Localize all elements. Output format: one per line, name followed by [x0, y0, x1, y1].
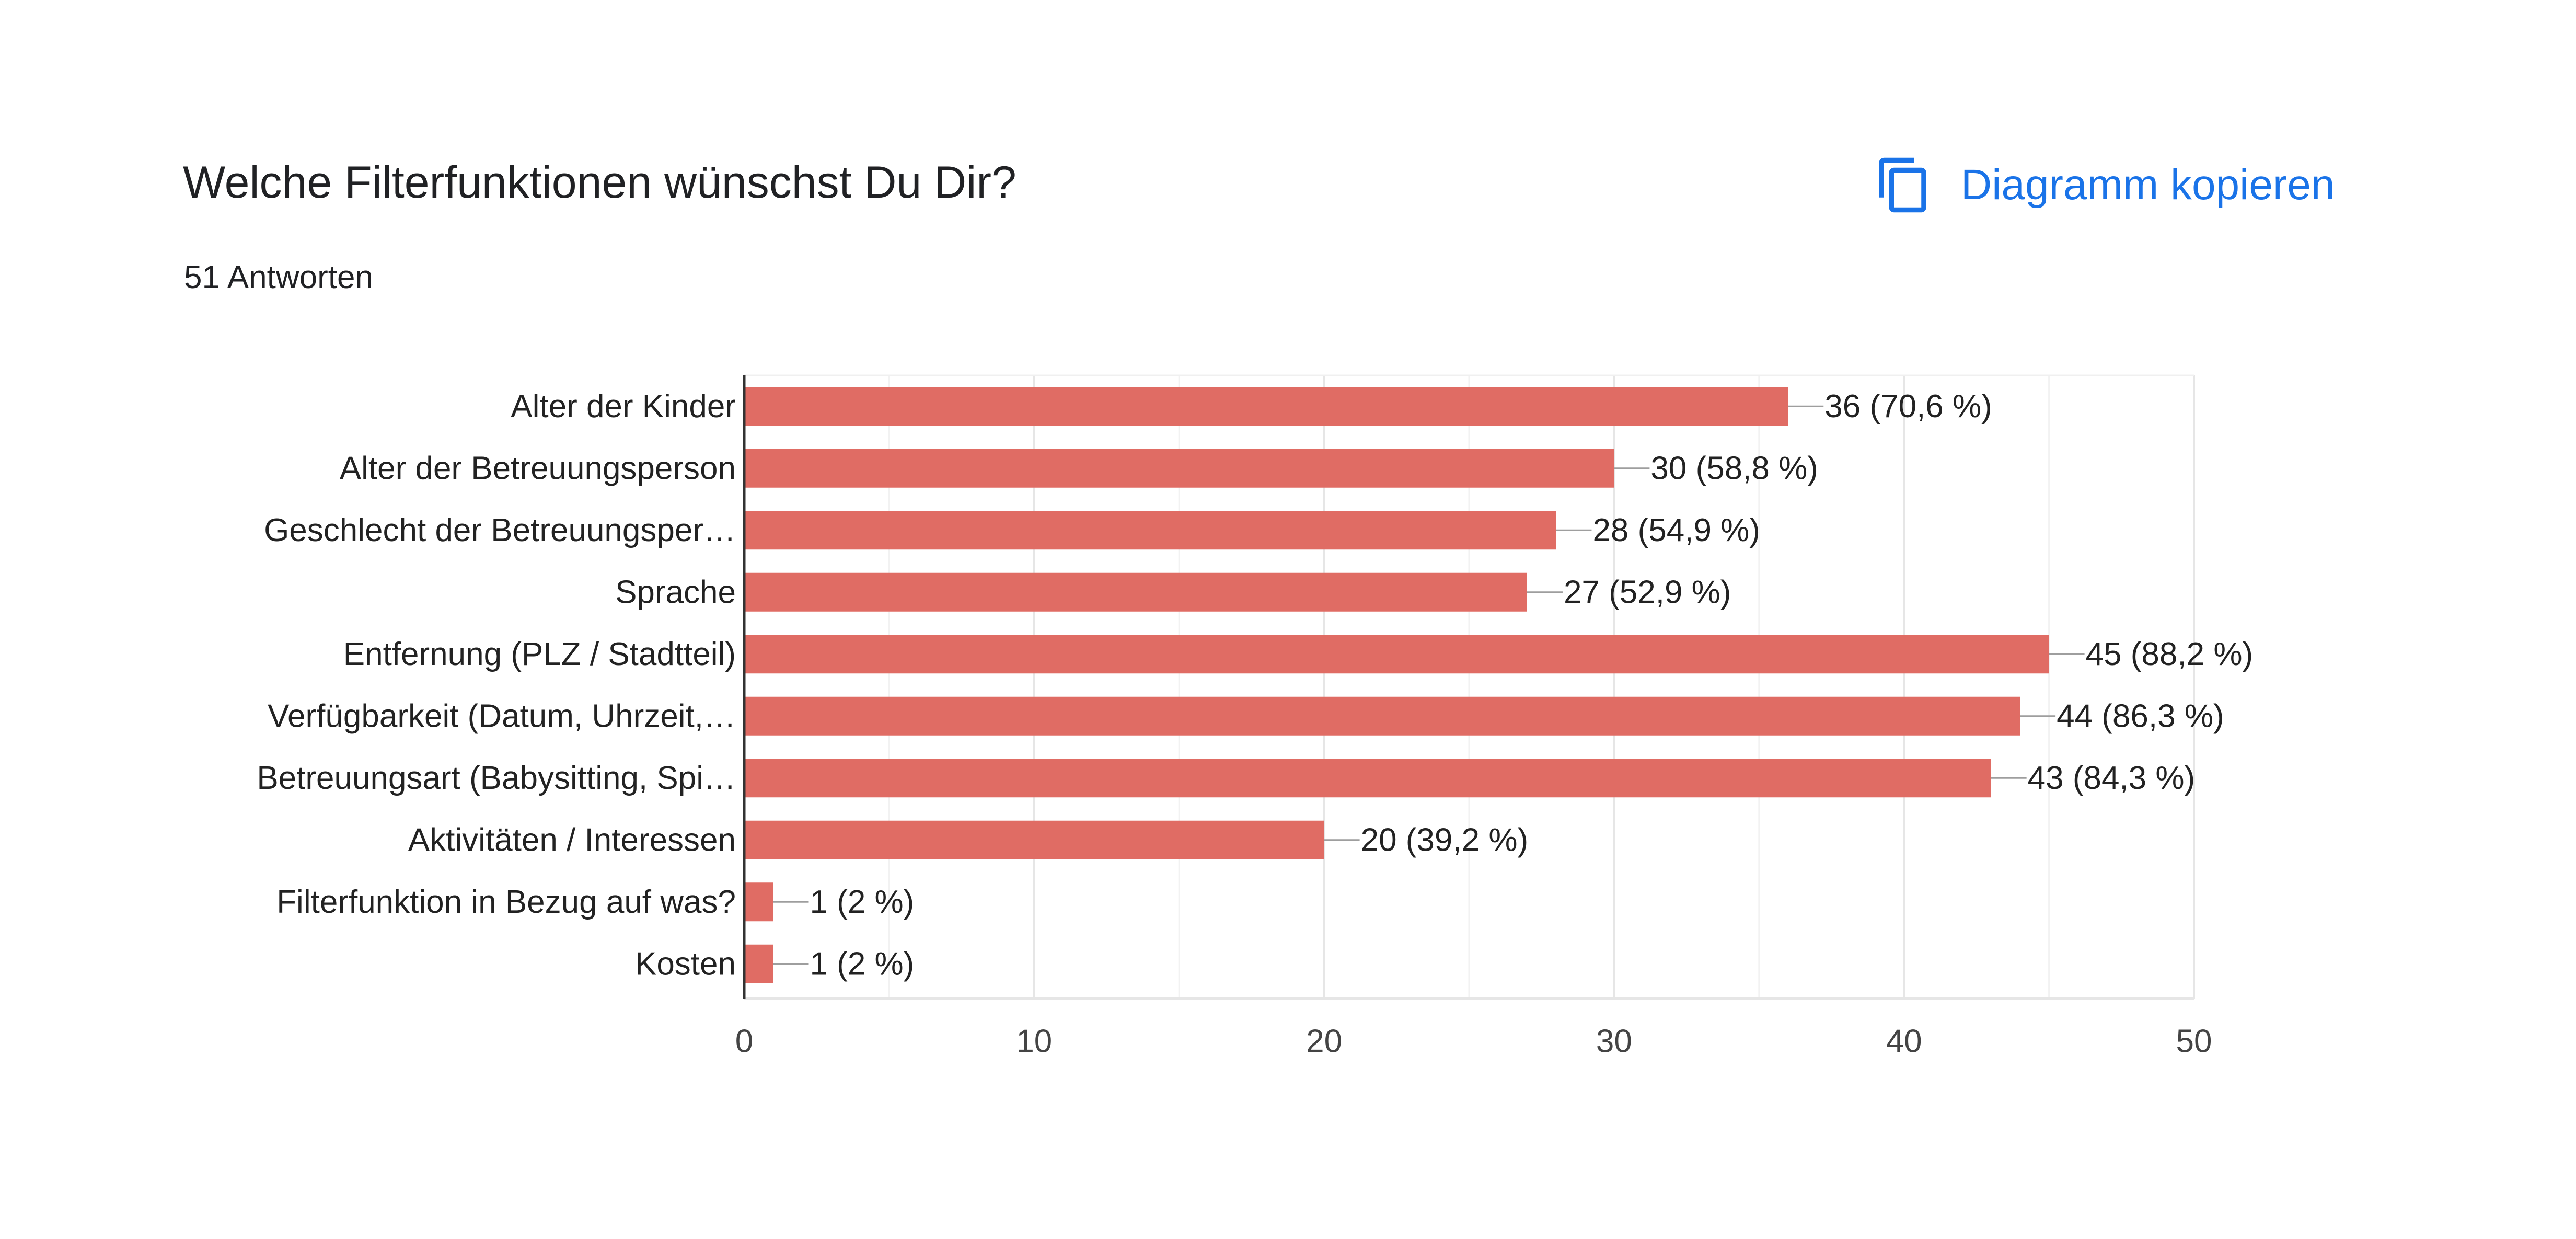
bar — [744, 572, 1527, 612]
x-tick-label: 20 — [1306, 1024, 1342, 1060]
category-label: Kosten — [635, 946, 736, 982]
bar — [744, 511, 1556, 550]
bars — [744, 387, 2049, 983]
bar-value-label: 27 (52,9 %) — [1564, 574, 1731, 610]
bar-value-label: 30 (58,8 %) — [1650, 450, 1818, 486]
copy-chart-button[interactable]: Diagramm kopieren — [1874, 153, 2335, 217]
bar-value-label: 45 (88,2 %) — [2086, 636, 2254, 672]
chart-title: Welche Filterfunktionen wünschst Du Dir? — [183, 157, 1016, 208]
copy-chart-label: Diagramm kopieren — [1961, 161, 2335, 209]
bar — [744, 449, 1614, 488]
x-tick-label: 0 — [735, 1024, 753, 1060]
x-tick-label: 10 — [1016, 1024, 1052, 1060]
category-label: Verfügbarkeit (Datum, Uhrzeit,… — [268, 698, 736, 734]
bar-value-label: 28 (54,9 %) — [1592, 512, 1760, 548]
x-tick-label: 40 — [1886, 1024, 1922, 1060]
category-label: Alter der Kinder — [511, 388, 736, 425]
bar — [744, 882, 773, 922]
bar — [744, 759, 1991, 798]
bar — [744, 635, 2049, 674]
category-label: Alter der Betreuungsperson — [340, 450, 736, 486]
x-tick-label: 30 — [1596, 1024, 1632, 1060]
bar — [744, 820, 1324, 859]
copy-icon — [1879, 157, 1926, 213]
x-tick-label: 50 — [2176, 1024, 2212, 1060]
bar-value-label: 36 (70,6 %) — [1824, 388, 1992, 425]
bar-value-label: 1 (2 %) — [810, 884, 914, 920]
labels: 36 (70,6 %) Alter der Kinder 30 (58,8 %) Al… — [257, 388, 2253, 982]
bar — [744, 387, 1788, 426]
category-label: Sprache — [615, 574, 736, 610]
category-label: Betreuungsart (Babysitting, Spi… — [257, 760, 736, 796]
category-label: Filterfunktion in Bezug auf was? — [276, 884, 736, 920]
bar — [744, 944, 773, 983]
category-label: Aktivitäten / Interessen — [408, 822, 736, 858]
bar-value-label: 44 (86,3 %) — [2057, 698, 2224, 734]
bar-value-label: 20 (39,2 %) — [1361, 822, 1529, 858]
bar-value-label: 43 (84,3 %) — [2028, 760, 2196, 796]
category-label: Geschlecht der Betreuungsper… — [264, 512, 736, 548]
response-count: 51 Antworten — [184, 259, 373, 295]
category-label: Entfernung (PLZ / Stadtteil) — [343, 636, 736, 672]
axes: 0 10 20 30 40 50 — [735, 375, 2212, 1060]
bar — [744, 696, 2020, 736]
bar-value-label: 1 (2 %) — [810, 946, 914, 982]
